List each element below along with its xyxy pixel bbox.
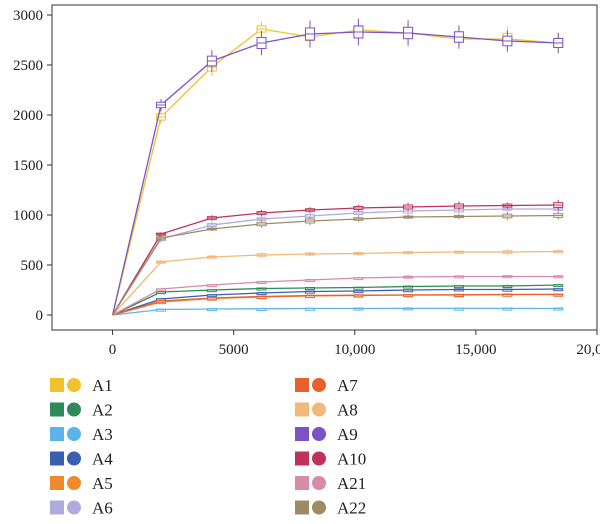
legend-label: A8 bbox=[337, 401, 358, 420]
legend-circle-icon bbox=[67, 427, 81, 441]
series-a8 bbox=[112, 249, 564, 316]
legend-label: A5 bbox=[92, 474, 113, 493]
series-a21 bbox=[112, 274, 564, 316]
legend-square-icon bbox=[50, 378, 64, 392]
legend-item-a8: A8 bbox=[295, 401, 358, 420]
y-tick-label: 3000 bbox=[13, 8, 43, 24]
legend-label: A6 bbox=[92, 499, 113, 518]
series-a3 bbox=[112, 307, 564, 316]
legend-item-a7: A7 bbox=[295, 376, 358, 395]
x-tick-label: 20,000 bbox=[576, 342, 600, 358]
series-a10 bbox=[112, 199, 564, 316]
legend-square-icon bbox=[50, 402, 64, 417]
series-line bbox=[112, 293, 559, 316]
legend-square-icon bbox=[50, 476, 64, 490]
legend-item-a4: A4 bbox=[50, 450, 113, 469]
legend-circle-icon bbox=[67, 378, 81, 392]
series-a4 bbox=[112, 288, 564, 316]
legend-square-icon bbox=[50, 427, 64, 441]
legend-square-icon bbox=[295, 476, 309, 490]
series-line bbox=[112, 208, 559, 316]
series-line bbox=[112, 288, 559, 316]
legend-label: A21 bbox=[337, 474, 366, 493]
legend-item-a10: A10 bbox=[295, 450, 366, 469]
legend-square-icon bbox=[295, 500, 309, 515]
y-tick-label: 1500 bbox=[13, 158, 43, 174]
legend-label: A2 bbox=[92, 401, 113, 420]
legend-item-a2: A2 bbox=[50, 401, 113, 420]
legend-circle-icon bbox=[67, 451, 81, 466]
series-line bbox=[112, 284, 559, 316]
x-tick-label: 10,000 bbox=[334, 342, 375, 358]
series-a1 bbox=[111, 20, 564, 316]
series-line bbox=[112, 307, 559, 316]
series-line bbox=[111, 28, 559, 316]
legend-circle-icon bbox=[67, 476, 81, 490]
legend-circle-icon bbox=[312, 500, 326, 515]
y-tick-label: 1000 bbox=[13, 208, 43, 224]
plot-frame bbox=[51, 4, 598, 331]
series-a9 bbox=[111, 18, 564, 316]
y-tick-label: 0 bbox=[36, 308, 44, 324]
legend-square-icon bbox=[295, 378, 309, 392]
legend-circle-icon bbox=[312, 378, 326, 392]
legend-circle-icon bbox=[312, 451, 326, 466]
series-a2 bbox=[112, 284, 564, 316]
legend-circle-icon bbox=[312, 476, 326, 490]
legend-label: A10 bbox=[337, 450, 366, 469]
y-tick-label: 2500 bbox=[13, 58, 43, 74]
legend-square-icon bbox=[50, 451, 64, 466]
legend-circle-icon bbox=[67, 500, 81, 515]
legend-item-a22: A22 bbox=[295, 499, 366, 518]
series-a5 bbox=[112, 293, 564, 316]
legend-square-icon bbox=[50, 500, 64, 515]
x-tick-label: 0 bbox=[109, 342, 117, 358]
legend-label: A7 bbox=[337, 376, 358, 395]
series-line bbox=[112, 275, 559, 316]
y-tick-label: 500 bbox=[21, 258, 44, 274]
legend-label: A9 bbox=[337, 425, 358, 444]
series-a7 bbox=[112, 293, 564, 316]
legend-circle-icon bbox=[312, 427, 326, 441]
legend-item-a3: A3 bbox=[50, 425, 113, 444]
series-line bbox=[112, 204, 559, 316]
legend-square-icon bbox=[295, 402, 309, 417]
series-line bbox=[111, 31, 559, 316]
legend-label: A22 bbox=[337, 499, 366, 518]
legend-square-icon bbox=[295, 451, 309, 466]
series-a22 bbox=[112, 211, 564, 316]
x-tick-label: 5000 bbox=[219, 342, 249, 358]
legend-square-icon bbox=[295, 427, 309, 441]
legend-label: A1 bbox=[92, 376, 113, 395]
y-tick-label: 2000 bbox=[13, 108, 43, 124]
legend-item-a9: A9 bbox=[295, 425, 358, 444]
legend-item-a21: A21 bbox=[295, 474, 366, 493]
legend-item-a1: A1 bbox=[50, 376, 113, 395]
legend-circle-icon bbox=[312, 402, 326, 417]
x-tick-label: 15,000 bbox=[455, 342, 496, 358]
legend-item-a6: A6 bbox=[50, 499, 113, 518]
legend-circle-icon bbox=[67, 402, 81, 417]
series-line bbox=[112, 214, 559, 316]
legend-label: A4 bbox=[92, 450, 113, 469]
legend-label: A3 bbox=[92, 425, 113, 444]
series-line bbox=[112, 250, 559, 316]
legend-item-a5: A5 bbox=[50, 474, 113, 493]
